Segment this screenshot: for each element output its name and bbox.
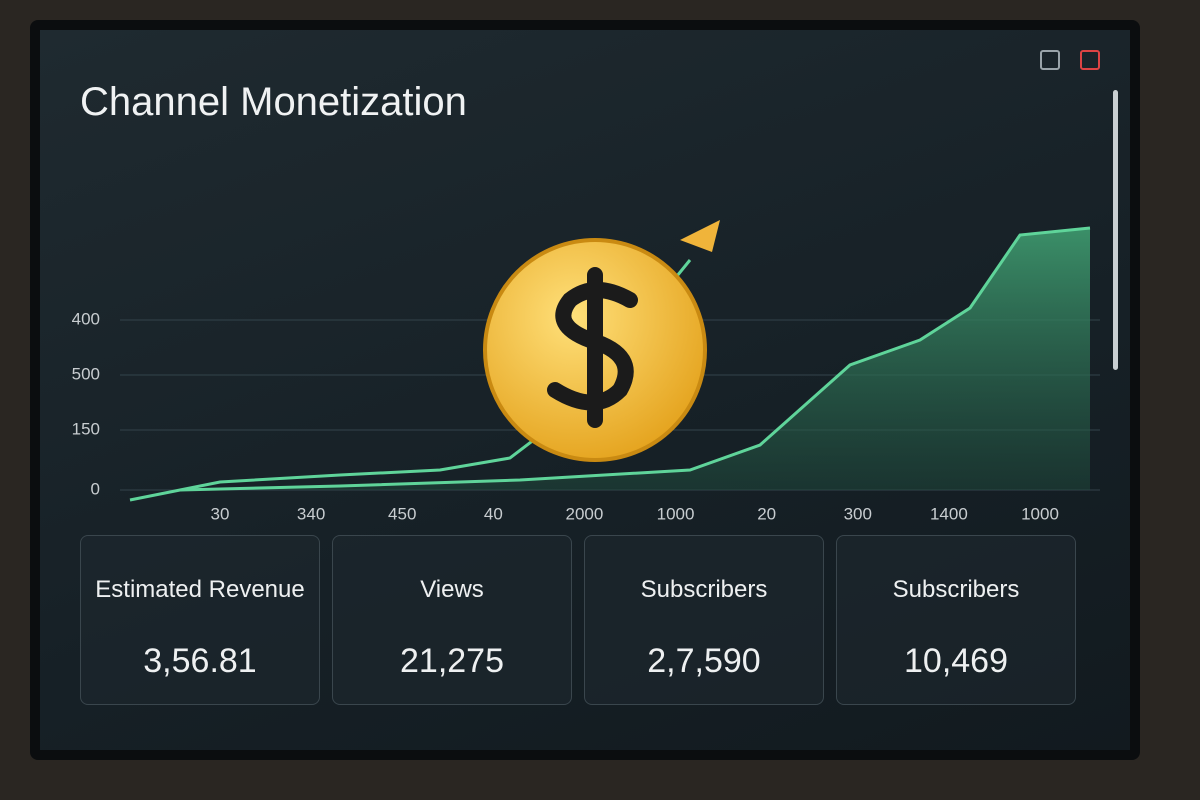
y-axis-label: 500 [72,364,100,383]
x-axis-label: 2000 [566,504,604,523]
x-axis-label: 30 [211,504,230,523]
card-value: 2,7,590 [647,642,761,680]
metric-card: Subscribers 2,7,590 [584,535,824,705]
y-axis-label: 150 [72,419,100,438]
y-axis-label: 400 [72,309,100,328]
x-axis-label: 340 [297,504,325,523]
card-row: Estimated Revenue 3,56.81 Views 21,275 Subsc… [80,535,1076,705]
x-axis-label: 1400 [930,504,968,523]
window-button[interactable] [1040,50,1060,70]
card-value: 21,275 [400,642,504,680]
card-value: 10,469 [904,642,1008,680]
x-axis-label: 450 [388,504,416,523]
x-axis-label: 1000 [1021,504,1059,523]
x-axis-label: 1000 [657,504,695,523]
scrollbar[interactable] [1113,90,1118,370]
revenue-line [179,226,1091,492]
trend-arrow [680,220,720,252]
metric-card: Views 21,275 [332,535,572,705]
chart: 400 500 150 0 30 340 450 40 2000 1000 20 300 1400 10… [72,220,1100,523]
screen: Channel Monetization 400 500 150 0 30 340 450… [30,20,1140,760]
card-label: Subscribers [892,576,1020,603]
y-axis: 400 500 150 0 [72,309,100,498]
x-axis-label: 20 [757,504,776,523]
metric-card: Estimated Revenue 3,56.81 [80,535,320,705]
card-label: Views [420,576,484,603]
x-axis-label: 40 [484,504,503,523]
area-fill [180,228,1090,490]
dollar-sign [547,267,638,428]
card-value: 3,56.81 [143,642,257,680]
toolbar [1040,50,1100,70]
x-axis-label: 300 [844,504,872,523]
close-button[interactable] [1080,50,1100,70]
y-axis-label: 0 [91,479,100,498]
card-label: Subscribers [640,576,768,603]
page-title: Channel Monetization [80,80,467,124]
x-axis: 30 340 450 40 2000 1000 20 300 1400 1000 [211,504,1059,523]
metric-card: Subscribers 10,469 [836,535,1076,705]
card-label: Estimated Revenue [95,576,305,603]
